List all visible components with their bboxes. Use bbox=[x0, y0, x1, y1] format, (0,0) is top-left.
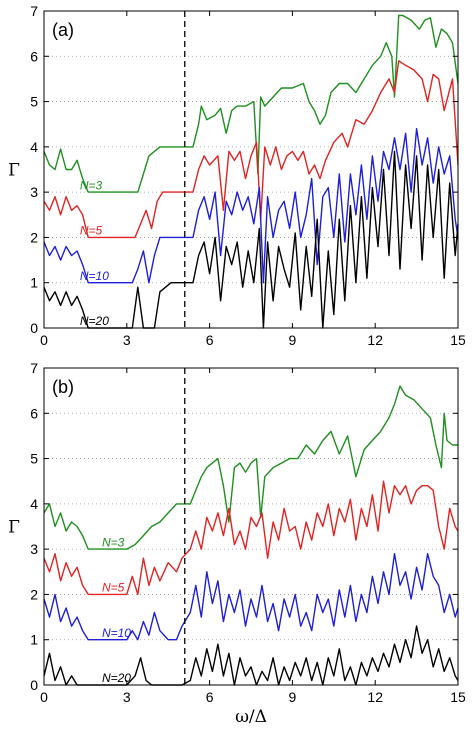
x-tick-label: 9 bbox=[289, 689, 297, 705]
y-tick-label: 7 bbox=[30, 360, 38, 376]
series-line-n-3 bbox=[43, 385, 458, 550]
series-line-n-10 bbox=[43, 127, 459, 284]
x-tick-label: 6 bbox=[206, 689, 214, 705]
y-tick-label: 5 bbox=[30, 94, 38, 110]
panel-label: (b) bbox=[52, 377, 74, 397]
y-tick-label: 3 bbox=[30, 541, 38, 557]
y-axis-label: Γ bbox=[8, 161, 20, 181]
x-tick-label: 15 bbox=[450, 689, 466, 705]
y-tick-label: 3 bbox=[30, 184, 38, 200]
y-tick-label: 6 bbox=[30, 405, 38, 421]
y-tick-label: 6 bbox=[30, 48, 38, 64]
x-tick-label: 12 bbox=[367, 332, 383, 348]
y-tick-label: 1 bbox=[30, 632, 38, 648]
series-label-n-3: N=3 bbox=[80, 178, 103, 192]
x-axis-label: ω/Δ bbox=[235, 707, 267, 727]
y-tick-label: 2 bbox=[30, 586, 38, 602]
x-tick-label: 0 bbox=[40, 689, 48, 705]
y-tick-label: 5 bbox=[30, 451, 38, 467]
series-label-n-20: N=20 bbox=[80, 314, 109, 328]
y-tick-label: 2 bbox=[30, 229, 38, 245]
x-tick-label: 15 bbox=[450, 332, 466, 348]
series-label-n-5: N=5 bbox=[80, 224, 103, 238]
panel-label: (a) bbox=[52, 20, 74, 40]
series-label-n-20: N=20 bbox=[102, 671, 131, 685]
x-tick-label: 3 bbox=[123, 689, 131, 705]
series-line-n-5 bbox=[43, 60, 459, 239]
series-label-n-10: N=10 bbox=[102, 626, 131, 640]
series-line-n-10 bbox=[43, 553, 459, 641]
y-tick-label: 1 bbox=[30, 275, 38, 291]
x-tick-label: 3 bbox=[123, 332, 131, 348]
y-tick-label: 7 bbox=[30, 3, 38, 19]
y-axis-label: Γ bbox=[8, 518, 20, 538]
series-label-n-3: N=3 bbox=[102, 535, 125, 549]
x-tick-label: 0 bbox=[40, 332, 48, 348]
series-label-n-5: N=5 bbox=[102, 581, 125, 595]
plot-frame bbox=[43, 10, 459, 329]
y-tick-label: 0 bbox=[30, 320, 38, 336]
x-tick-label: 12 bbox=[367, 689, 383, 705]
y-tick-label: 4 bbox=[30, 139, 38, 155]
series-label-n-10: N=10 bbox=[80, 269, 109, 283]
x-tick-label: 9 bbox=[289, 332, 297, 348]
y-tick-label: 0 bbox=[30, 677, 38, 693]
series-line-n-20 bbox=[43, 625, 459, 686]
y-tick-label: 4 bbox=[30, 496, 38, 512]
series-line-n-5 bbox=[43, 480, 459, 596]
x-tick-label: 6 bbox=[206, 332, 214, 348]
plot-frame bbox=[43, 367, 459, 686]
